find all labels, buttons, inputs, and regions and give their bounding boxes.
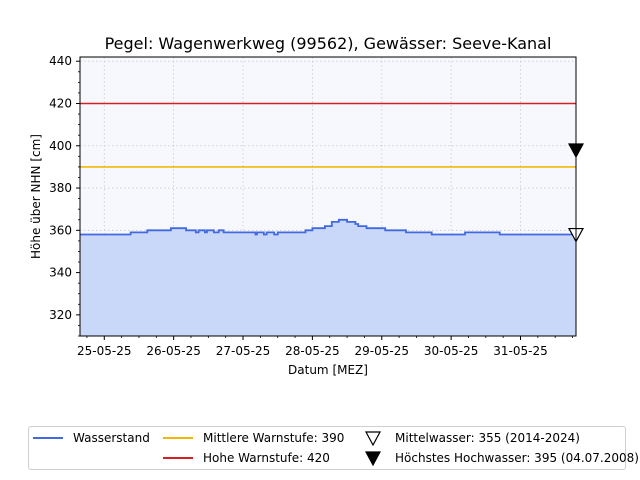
legend-label-mittlere-warnstufe: Mittlere Warnstufe: 390 <box>203 431 345 445</box>
legend-item-mittlere-warnstufe: Mittlere Warnstufe: 390 <box>163 428 344 448</box>
legend: Wasserstand Mittlere Warnstufe: 390 Hohe… <box>28 426 639 470</box>
y-tick-label: 420 <box>49 97 72 111</box>
filled-triangle-down-icon <box>365 451 381 466</box>
water-level-line <box>80 218 576 236</box>
y-tick-label: 440 <box>49 54 72 68</box>
chart-title: Pegel: Wagenwerkweg (99562), Gewässer: S… <box>105 34 552 53</box>
x-tick-label: 25-05-25 <box>77 344 131 358</box>
y-axis-label: Höhe über NHN [cm] <box>29 134 43 259</box>
x-tick-label: 29-05-25 <box>355 344 409 358</box>
x-tick-label: 31-05-25 <box>493 344 547 358</box>
x-axis-label: Datum [MEZ] <box>288 363 368 377</box>
legend-label-mittelwasser: Mittelwasser: 355 (2014-2024) <box>395 431 580 445</box>
water-level-chart: 320 340 360 380 400 420 440 25-05-25 26-05-25 27-… <box>29 34 585 377</box>
x-tick-label: 26-05-25 <box>146 344 200 358</box>
legend-label-hochwasser: Höchstes Hochwasser: 395 (04.07.2008) <box>395 451 639 465</box>
legend-label-hohe-warnstufe: Hohe Warnstufe: 420 <box>203 451 330 465</box>
y-tick-label: 360 <box>49 223 72 237</box>
legend-item-hohe-warnstufe: Hohe Warnstufe: 420 <box>163 448 330 468</box>
legend-line-blue <box>33 437 63 439</box>
plot-frame <box>79 56 577 337</box>
legend-line-yellow <box>163 437 193 439</box>
legend-label-wasserstand: Wasserstand <box>73 431 150 445</box>
y-tick-label: 400 <box>49 139 72 153</box>
open-triangle-down-icon <box>365 431 381 446</box>
y-tick-label: 340 <box>49 266 72 280</box>
x-tick-label: 30-05-25 <box>424 344 478 358</box>
legend-line-red <box>163 457 193 459</box>
legend-item-mittelwasser: Mittelwasser: 355 (2014-2024) <box>357 428 580 448</box>
x-tick-label: 27-05-25 <box>216 344 270 358</box>
y-tick-label: 380 <box>49 181 72 195</box>
water-level-area <box>80 219 576 336</box>
x-tick-label: 28-05-25 <box>285 344 339 358</box>
legend-item-hochwasser: Höchstes Hochwasser: 395 (04.07.2008) <box>357 448 639 468</box>
y-tick-label: 320 <box>49 308 72 322</box>
legend-item-wasserstand: Wasserstand <box>33 428 150 448</box>
